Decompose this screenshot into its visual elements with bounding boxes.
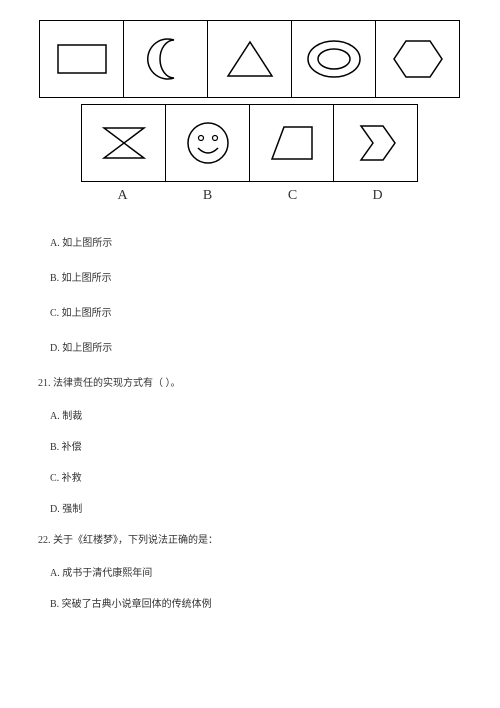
figure-row-1 [30,20,470,98]
label-c: C [250,188,335,204]
cell-chevron [333,104,418,182]
q22-option-b: B. 突破了古典小说章回体的传统体例 [50,595,470,610]
quadrilateral-icon [264,119,320,167]
crescent-icon [141,34,191,84]
figure-labels: A B C D [30,188,470,204]
chevron-icon [351,118,401,168]
q21-option-d: D. 强制 [50,500,470,515]
cell-quadrilateral [249,104,334,182]
q21-option-c: C. 补救 [50,469,470,484]
label-a: A [80,188,165,204]
hourglass-icon [96,120,152,166]
q21-stem: 21. 法律责任的实现方式有（ ）。 [38,374,470,389]
cell-crescent [123,20,208,98]
cell-double-ellipse [291,20,376,98]
q20-option-a: A. 如上图所示 [50,234,470,249]
q21-option-b: B. 补偿 [50,438,470,453]
cell-hourglass [81,104,166,182]
cell-smiley [165,104,250,182]
label-d: D [335,188,420,204]
cell-rectangle [39,20,124,98]
smiley-icon [183,118,233,168]
cell-hexagon [375,20,460,98]
rectangle-icon [52,39,112,79]
cell-triangle [207,20,292,98]
q20-option-d: D. 如上图所示 [50,339,470,354]
q22-option-a: A. 成书于清代康熙年间 [50,564,470,579]
triangle-icon [222,36,278,82]
double-ellipse-icon [304,36,364,82]
figure-row-2 [30,104,470,182]
q20-option-c: C. 如上图所示 [50,304,470,319]
q22-stem: 22. 关于《红楼梦》，下列说法正确的是： [38,531,470,546]
q21-option-a: A. 制裁 [50,407,470,422]
hexagon-icon [390,34,446,84]
label-b: B [165,188,250,204]
q20-option-b: B. 如上图所示 [50,269,470,284]
